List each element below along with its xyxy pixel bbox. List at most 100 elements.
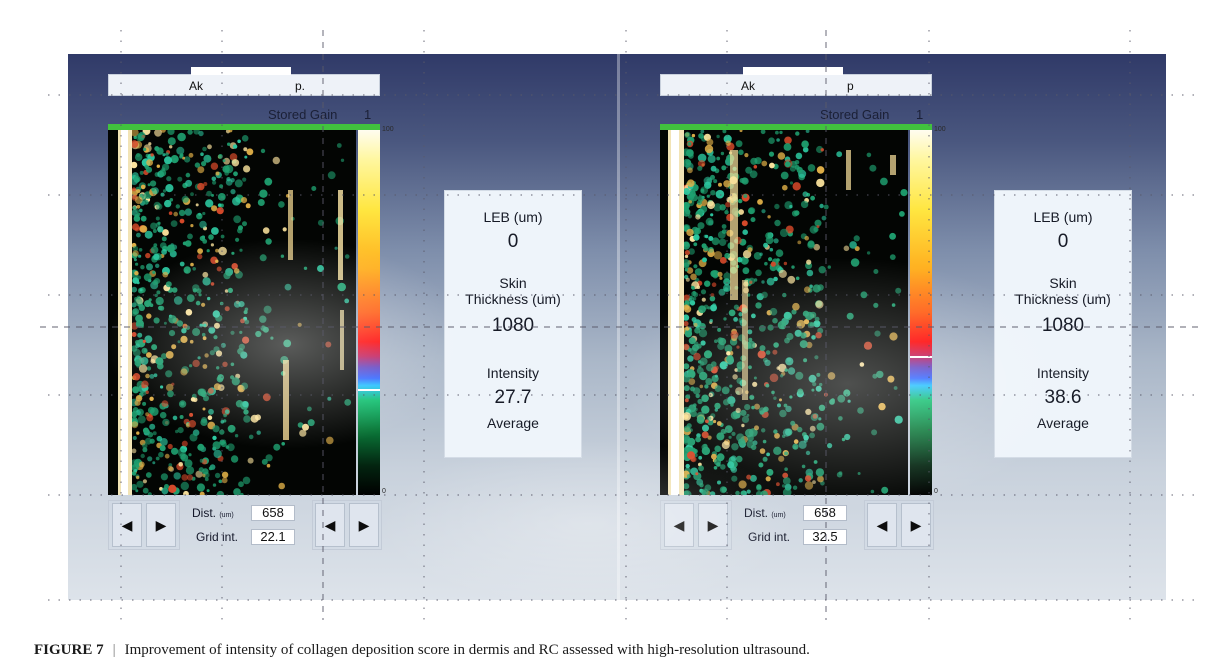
speckle-dot	[715, 189, 725, 199]
speckle-dot	[747, 247, 753, 253]
speckle-dot	[777, 152, 786, 160]
scroll-right-button[interactable]: ▶	[349, 503, 379, 547]
speckle-dot	[173, 296, 183, 305]
speckle-dot	[685, 394, 691, 400]
speckle-dot	[812, 414, 818, 419]
speckle-dot	[204, 353, 209, 358]
scroll-left-button[interactable]: ◀	[315, 503, 345, 547]
speckle-dot	[690, 410, 697, 418]
speckle-dot	[160, 473, 168, 481]
speckle-dot	[683, 241, 690, 247]
next-button[interactable]: ▶	[146, 503, 176, 547]
speckle-dot	[717, 327, 722, 332]
speckle-dot	[140, 184, 146, 190]
prev-button[interactable]: ◀	[112, 503, 142, 547]
speckle-dot	[695, 214, 701, 220]
speckle-dot	[784, 161, 791, 168]
speckle-dot	[688, 248, 695, 255]
speckle-dot	[212, 425, 220, 433]
speckle-dot	[706, 363, 714, 372]
speckle-dot	[224, 289, 229, 293]
speckle-dot	[802, 191, 809, 197]
speckle-dot	[152, 279, 159, 286]
speckle-dot	[693, 242, 698, 247]
speckle-dot	[180, 335, 188, 343]
speckle-dot	[894, 415, 903, 424]
speckle-dot	[165, 152, 169, 156]
speckle-dot	[813, 460, 818, 464]
speckle-dot	[162, 153, 166, 157]
speckle-dot	[169, 145, 173, 149]
speckle-dot	[749, 474, 757, 482]
speckle-dot	[243, 310, 248, 315]
speckle-dot	[242, 336, 250, 344]
speckle-dot	[140, 357, 149, 365]
speckle-dot	[711, 237, 720, 246]
speckle-dot	[779, 398, 782, 402]
speckle-dot	[687, 451, 695, 460]
grid-value[interactable]: 22.1	[251, 529, 295, 545]
speckle-dot	[774, 432, 780, 439]
speckle-dot	[893, 386, 898, 390]
speckle-dot	[782, 428, 791, 437]
speckle-dot	[242, 476, 251, 485]
speckle-dot	[767, 324, 774, 331]
speckle-dot	[753, 376, 757, 380]
dist-value[interactable]: 658	[803, 505, 847, 521]
speckle-dot	[160, 385, 164, 389]
speckle-dot	[723, 134, 732, 143]
speckle-dot	[697, 222, 705, 230]
speckle-dot	[145, 472, 152, 478]
speckle-dot	[317, 265, 324, 272]
speckle-dot	[880, 177, 888, 186]
speckle-dot	[889, 254, 896, 260]
speckle-dot	[159, 169, 167, 177]
speckle-dot	[723, 180, 731, 188]
speckle-dot	[740, 409, 747, 416]
figure-caption: FIGURE 7 | Improvement of intensity of col…	[34, 642, 1174, 659]
skin-label: Skin	[499, 275, 527, 291]
speckle-dot	[683, 224, 690, 230]
speckle-dot	[720, 151, 725, 156]
speckle-dot	[853, 235, 860, 242]
speckle-dot	[837, 394, 846, 403]
speckle-dot	[721, 441, 730, 450]
speckle-dot	[682, 374, 691, 383]
speckle-dot	[130, 130, 139, 137]
speckle-dot	[738, 438, 746, 446]
scale-max-label: 100	[382, 126, 394, 133]
speckle-dot	[344, 399, 352, 406]
speckle-dot	[197, 182, 205, 191]
speckle-dot	[130, 161, 138, 169]
speckle-dot	[144, 335, 153, 344]
speckle-dot	[225, 445, 230, 449]
speckle-dot	[165, 370, 173, 378]
speckle-dot	[273, 443, 281, 451]
grid-value[interactable]: 32.5	[803, 529, 847, 545]
speckle-dot	[811, 388, 815, 392]
speckle-dot	[138, 248, 143, 252]
dist-value[interactable]: 658	[251, 505, 295, 521]
prev-button[interactable]: ◀	[664, 503, 694, 547]
scroll-right-button[interactable]: ▶	[901, 503, 931, 547]
speckle-dot	[718, 238, 727, 246]
speckle-dot	[180, 401, 185, 406]
speckle-dot	[710, 165, 717, 172]
speckle-dot	[774, 203, 780, 210]
skin-label: Skin	[1049, 275, 1077, 291]
speckle-dot	[136, 189, 141, 194]
speckle-dot	[214, 322, 220, 329]
speckle-dot	[816, 145, 824, 154]
speckle-dot	[827, 443, 833, 449]
speckle-dot	[773, 396, 777, 400]
patient-name-start: Ak	[189, 79, 204, 93]
speckle-dot	[684, 268, 689, 272]
speckle-dot	[735, 387, 744, 396]
next-button[interactable]: ▶	[698, 503, 728, 547]
speckle-dot	[242, 221, 247, 227]
speckle-dot	[685, 277, 690, 282]
speckle-dot	[200, 152, 204, 156]
scroll-left-button[interactable]: ◀	[867, 503, 897, 547]
speckle-dot	[766, 452, 770, 457]
speckle-dot	[801, 464, 806, 469]
